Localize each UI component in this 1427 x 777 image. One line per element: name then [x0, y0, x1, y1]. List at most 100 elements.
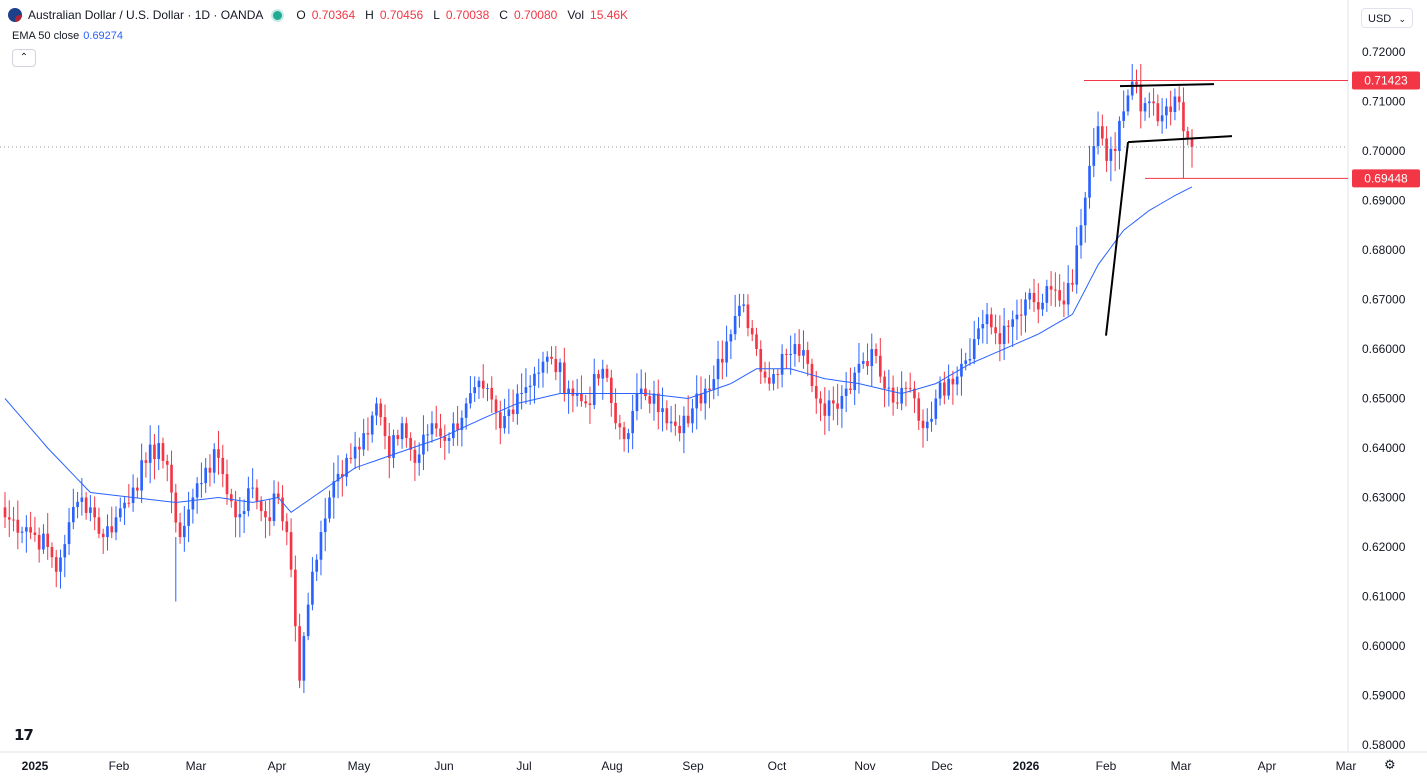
candle[interactable] [208, 467, 212, 473]
candle[interactable] [400, 423, 404, 440]
candle[interactable] [110, 526, 114, 533]
candle[interactable] [1015, 314, 1019, 320]
candle[interactable] [853, 372, 857, 391]
candle[interactable] [806, 350, 810, 364]
candle[interactable] [383, 417, 387, 437]
candle[interactable] [767, 377, 771, 384]
candle[interactable] [669, 421, 673, 424]
candle[interactable] [1028, 292, 1032, 300]
candle[interactable] [836, 403, 839, 409]
candle[interactable] [259, 501, 263, 512]
candle[interactable] [1079, 225, 1083, 246]
candle[interactable] [1045, 286, 1049, 303]
candle[interactable] [157, 443, 161, 460]
candle[interactable] [285, 521, 289, 533]
candle[interactable] [563, 362, 566, 394]
candle[interactable] [42, 533, 45, 550]
candle[interactable] [938, 382, 942, 399]
candle[interactable] [908, 388, 912, 390]
candle[interactable] [1143, 103, 1147, 112]
candle[interactable] [759, 349, 763, 372]
candle[interactable] [50, 547, 54, 558]
candle[interactable] [601, 368, 605, 379]
candle[interactable] [1096, 126, 1100, 147]
candle[interactable] [409, 437, 412, 450]
candle[interactable] [968, 358, 972, 361]
candle[interactable] [379, 403, 383, 418]
candle[interactable] [426, 434, 430, 436]
candle[interactable] [930, 418, 933, 422]
candle[interactable] [712, 379, 716, 391]
candle[interactable] [1156, 103, 1160, 122]
candle[interactable] [691, 408, 694, 424]
candle[interactable] [627, 433, 630, 440]
candle[interactable] [622, 427, 626, 440]
candle[interactable] [7, 517, 11, 520]
candle[interactable] [469, 393, 472, 404]
candle[interactable] [921, 420, 925, 429]
candle[interactable] [183, 525, 186, 538]
candle[interactable] [127, 502, 131, 504]
candle[interactable] [212, 449, 216, 473]
candle[interactable] [37, 534, 41, 550]
candle[interactable] [225, 474, 229, 495]
candle[interactable] [763, 371, 767, 378]
candle[interactable] [1165, 106, 1168, 116]
candle[interactable] [200, 483, 203, 485]
candle[interactable] [861, 361, 865, 364]
candle[interactable] [54, 557, 58, 572]
candle[interactable] [170, 464, 173, 493]
candle[interactable] [943, 382, 946, 396]
candle[interactable] [520, 392, 523, 394]
candle[interactable] [229, 494, 233, 502]
candle[interactable] [913, 388, 916, 399]
candle[interactable] [1109, 148, 1113, 161]
candle[interactable] [131, 487, 135, 504]
candle[interactable] [1083, 197, 1087, 226]
candle[interactable] [545, 356, 549, 362]
candle[interactable] [656, 393, 660, 413]
candle[interactable] [20, 531, 24, 533]
candle[interactable] [84, 497, 88, 513]
candle[interactable] [840, 395, 844, 409]
candle[interactable] [430, 423, 434, 435]
candle[interactable] [1011, 319, 1014, 327]
candle[interactable] [439, 428, 442, 437]
candle[interactable] [699, 393, 703, 404]
candle[interactable] [947, 378, 950, 396]
candle[interactable] [498, 412, 502, 429]
candle[interactable] [558, 362, 562, 373]
candle[interactable] [464, 403, 468, 418]
candle[interactable] [447, 438, 451, 441]
candle[interactable] [33, 532, 37, 535]
candle[interactable] [793, 344, 797, 355]
candle[interactable] [281, 497, 284, 522]
candle[interactable] [584, 401, 588, 404]
candle[interactable] [832, 400, 835, 404]
candle[interactable] [1113, 148, 1117, 151]
candle[interactable] [349, 457, 353, 459]
candle[interactable] [618, 423, 622, 428]
candle[interactable] [960, 363, 963, 377]
candle[interactable] [302, 636, 306, 681]
candle[interactable] [827, 400, 831, 416]
candle[interactable] [1105, 138, 1108, 161]
candle[interactable] [89, 507, 92, 513]
candle[interactable] [580, 393, 583, 402]
candle[interactable] [857, 363, 861, 373]
candle[interactable] [682, 415, 686, 434]
candle[interactable] [964, 360, 968, 364]
candle[interactable] [1007, 325, 1010, 327]
candle[interactable] [588, 403, 592, 405]
candle[interactable] [541, 361, 545, 373]
pattern-trend-line[interactable] [1105, 141, 1129, 336]
candle[interactable] [353, 446, 357, 459]
candle[interactable] [674, 421, 677, 426]
candle[interactable] [1036, 302, 1040, 310]
candle[interactable] [153, 444, 156, 460]
candle[interactable] [1147, 101, 1151, 104]
candle[interactable] [358, 446, 361, 450]
candle[interactable] [59, 557, 62, 572]
candle[interactable] [204, 467, 208, 484]
